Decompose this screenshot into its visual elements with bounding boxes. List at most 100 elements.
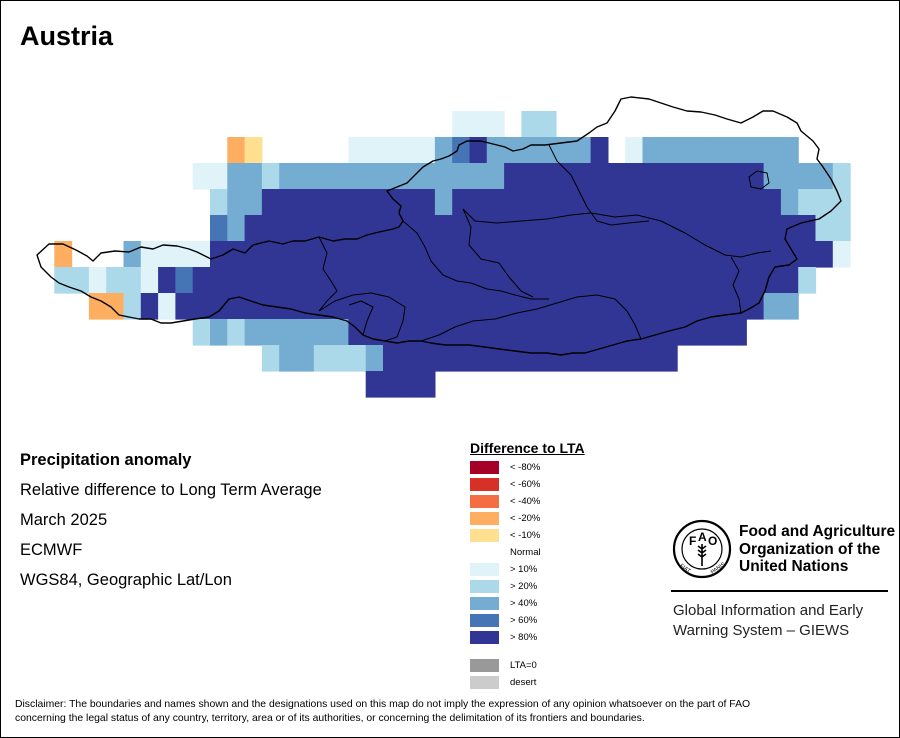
grid-cell (556, 345, 574, 372)
grid-cell (590, 189, 609, 216)
grid-cell (729, 241, 747, 268)
grid-cell (452, 293, 471, 320)
grid-cell (763, 293, 782, 320)
grid-cell (729, 215, 747, 242)
grid-cell (556, 293, 574, 320)
grid-cell (313, 319, 332, 346)
grid-cell (383, 319, 401, 346)
legend-swatch (470, 614, 499, 627)
grid-cell (417, 319, 436, 346)
grid-cell (729, 189, 747, 216)
grid-cell (573, 163, 592, 190)
grid-cell (313, 345, 332, 372)
data-source: ECMWF (20, 541, 83, 559)
grid-cell (123, 267, 142, 294)
grid-cell (780, 163, 799, 190)
state-border-upper-styria (462, 208, 534, 298)
grid-cell (694, 293, 713, 320)
grid-cell (417, 345, 436, 372)
disclaimer-line: Disclaimer: The boundaries and names sho… (15, 699, 751, 710)
grid-cell (244, 163, 263, 190)
grid-cell (815, 163, 834, 190)
grid-cell (227, 267, 246, 294)
grid-cell (590, 137, 609, 164)
grid-cell (625, 241, 644, 268)
grid-cell (123, 241, 142, 268)
disclaimer: Disclaimer: The boundaries and names sho… (15, 698, 885, 726)
grid-cell (452, 319, 471, 346)
variable-description: Relative difference to Long Term Average (20, 481, 322, 499)
grid-cell (279, 163, 298, 190)
grid-cell (711, 241, 730, 268)
grid-cell (590, 163, 609, 190)
grid-cell (175, 267, 194, 294)
grid-cell (694, 215, 713, 242)
grid-cell (417, 267, 436, 294)
legend-label: < -60% (510, 479, 541, 490)
grid-cell (504, 345, 522, 372)
grid-cell (486, 137, 505, 164)
grid-cell (469, 215, 488, 242)
grid-cell (607, 345, 626, 372)
legend-label: desert (510, 677, 537, 688)
grid-cell (434, 163, 453, 190)
grid-cell (452, 345, 471, 372)
fao-logo-a: A (698, 530, 707, 544)
legend-swatch (470, 478, 499, 491)
grid-cell (469, 241, 488, 268)
grid-cell (279, 189, 298, 216)
fao-logo-icon: F O A FIAT PANIS (672, 519, 732, 579)
grid-cell (642, 163, 661, 190)
grid-cell (711, 215, 730, 242)
grid-cell (729, 267, 747, 294)
grid-cell (729, 319, 747, 346)
giews-name: Global Information and Early Warning Sys… (673, 601, 863, 640)
grid-cell (556, 137, 574, 164)
grid-cell (331, 215, 349, 242)
grid-cell (780, 267, 799, 294)
grid-cell (71, 267, 90, 294)
grid-cell (452, 111, 471, 138)
grid-cell (140, 267, 159, 294)
grid-cell (780, 293, 799, 320)
grid-cell (607, 267, 626, 294)
legend-swatch (470, 512, 499, 525)
legend-item-p20: > 20% (470, 578, 585, 595)
grid-cell (659, 345, 678, 372)
grid-cell (486, 319, 505, 346)
grid-cell (400, 137, 419, 164)
grid-cell (469, 163, 488, 190)
grid-cell (521, 137, 540, 164)
grid-cell (365, 319, 384, 346)
grid-cell (659, 267, 678, 294)
grid-cell (521, 189, 540, 216)
grid-cell (486, 111, 505, 138)
grid-cell (625, 189, 644, 216)
state-border-salzburg-carinthia (348, 300, 374, 336)
grid-cell (521, 267, 540, 294)
grid-cell (279, 345, 298, 372)
grid-cell (417, 163, 436, 190)
grid-cell (625, 293, 644, 320)
grid-cell (538, 137, 557, 164)
grid-cell (780, 137, 799, 164)
grid-cell (331, 345, 349, 372)
grid-cell (832, 189, 851, 216)
grid-cell (763, 215, 782, 242)
giews-line: Warning System – GIEWS (673, 621, 850, 639)
grid-cell (348, 163, 367, 190)
grid-cell (677, 137, 695, 164)
grid-cell (261, 345, 280, 372)
grid-cell (763, 163, 782, 190)
grid-cell (400, 319, 419, 346)
grid-cell (452, 267, 471, 294)
grid-cell (348, 267, 367, 294)
grid-cell (365, 293, 384, 320)
grid-cell (746, 137, 765, 164)
grid-cell (469, 345, 488, 372)
grid-cell (711, 137, 730, 164)
grid-cell (261, 189, 280, 216)
legend-label: > 80% (510, 632, 538, 643)
state-border-east-tyrol (318, 292, 406, 342)
legend-swatch (470, 495, 499, 508)
